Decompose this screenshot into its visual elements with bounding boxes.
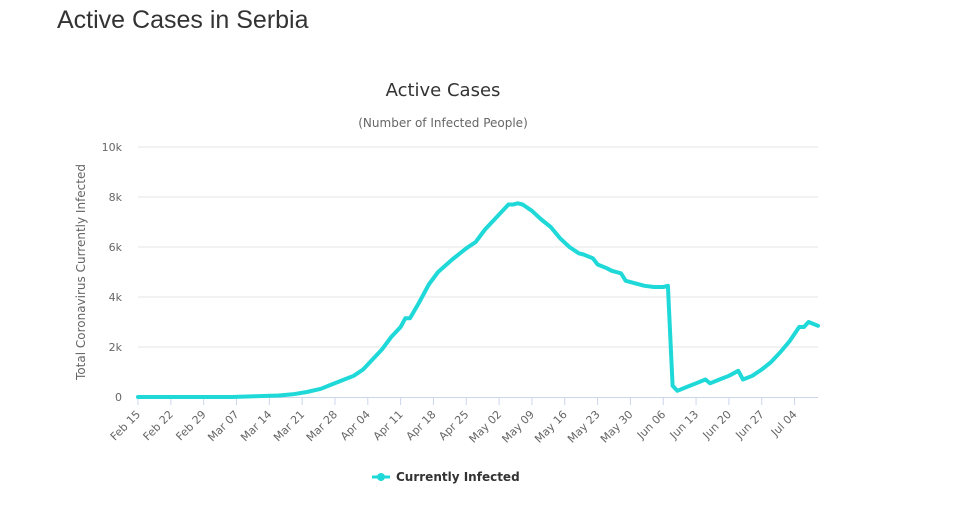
x-tick-label: Apr 04 [338, 408, 373, 443]
x-tick-label: Mar 21 [271, 408, 307, 444]
x-tick-label: Mar 07 [205, 408, 241, 444]
x-tick-label: Jun 13 [667, 408, 701, 442]
x-tick-label: Apr 25 [436, 408, 471, 443]
x-tick-label: May 23 [565, 408, 603, 446]
x-tick-label: May 30 [598, 408, 636, 446]
y-axis-ticks: 0 2k 4k 6k 8k 10k [102, 141, 123, 404]
x-tick-label: Feb 15 [108, 408, 143, 443]
x-tick-label: May 16 [532, 408, 570, 446]
y-tick-label: 2k [109, 341, 123, 354]
x-tick-label: Feb 29 [173, 408, 208, 443]
x-tick-label: Mar 14 [238, 408, 274, 444]
y-tick-label: 8k [109, 191, 123, 204]
x-tick-label: Jun 06 [634, 408, 668, 442]
x-tick-label: Jun 20 [700, 408, 734, 442]
x-tick-label: Apr 18 [404, 408, 439, 443]
x-tick-label: Feb 22 [141, 408, 176, 443]
legend-series-label: Currently Infected [396, 470, 520, 484]
chart-subtitle: (Number of Infected People) [358, 116, 528, 130]
page-title: Active Cases in Serbia [57, 6, 309, 34]
x-tick-label: May 02 [467, 408, 505, 446]
y-tick-label: 0 [115, 391, 122, 404]
x-tick-label: May 09 [499, 408, 537, 446]
y-tick-label: 10k [102, 141, 123, 154]
legend[interactable]: Currently Infected [372, 470, 520, 484]
x-tick-label: Apr 11 [371, 408, 406, 443]
series-points [136, 201, 820, 399]
x-tick-label: Mar 28 [304, 408, 340, 444]
legend-series-marker-icon [377, 473, 385, 481]
y-tick-label: 4k [109, 291, 123, 304]
y-tick-label: 6k [109, 241, 123, 254]
x-tick-label: Jun 27 [732, 408, 766, 442]
y-axis-title: Total Coronavirus Currently Infected [74, 164, 88, 381]
series-layer [136, 201, 820, 399]
gridlines [138, 146, 818, 348]
x-tick-label: Jul 04 [768, 408, 800, 440]
chart-title: Active Cases [386, 80, 501, 101]
series-line-currently-infected[interactable] [136, 201, 820, 399]
